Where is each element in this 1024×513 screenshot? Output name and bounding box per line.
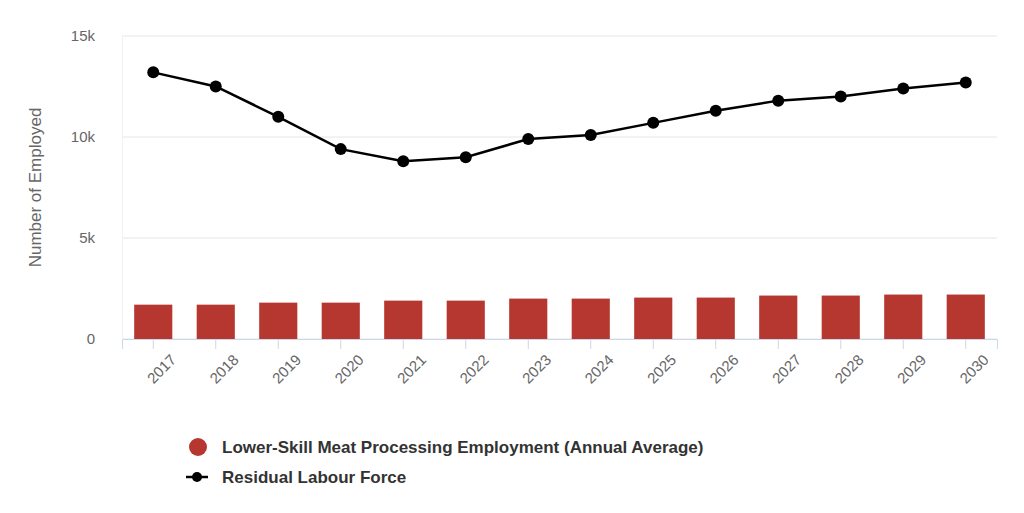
point [585,129,597,141]
x-tick-label: 2027 [769,351,805,387]
bar [259,303,297,339]
x-tick: 2023 [519,339,555,387]
point [710,105,722,117]
point [460,151,472,163]
x-tick: 2028 [831,339,867,387]
x-tick-mark [840,339,841,349]
point [210,81,222,93]
x-tick: 2024 [581,339,617,387]
x-tick-label: 2026 [706,351,742,387]
x-tick: 2021 [394,339,430,387]
bar [634,298,672,339]
plot: 0 5k 10k 15k 2017 2018 2019 2020 2021 2022 2023 202… [71,27,998,386]
x-tick: 2029 [894,339,930,387]
x-tick: 2026 [706,339,742,387]
x-tick-mark [465,339,466,349]
bar [197,305,235,339]
x-tick-mark [715,339,716,349]
x-tick-mark [653,339,654,349]
x-tick-mark [340,339,341,349]
bar [509,299,547,339]
line-series [147,66,972,167]
x-tick-mark [153,339,154,349]
bar [697,298,735,339]
x-tick: 2027 [769,339,805,387]
x-tick-mark [778,339,779,349]
x-axis: 2017 2018 2019 2020 2021 2022 2023 2024 2025 2026… [123,339,998,387]
point [272,111,284,123]
x-tick: 2018 [206,339,242,387]
x-tick-label: 2030 [956,351,992,387]
y-axis: 0 5k 10k 15k [71,27,123,347]
x-tick-label: 2029 [894,351,930,387]
x-tick-label: 2021 [394,351,430,387]
grid [122,36,997,339]
x-tick-label: 2017 [144,351,180,387]
x-tick-mark [903,339,904,349]
bar [447,301,485,339]
bar-series [134,295,985,339]
bar [572,299,610,339]
legend: Lower-Skill Meat Processing Employment (… [186,438,703,487]
x-axis-line [123,340,998,350]
x-tick-label: 2023 [519,351,555,387]
legend-label: Lower-Skill Meat Processing Employment (… [222,438,703,457]
bar [884,295,922,339]
point [397,155,409,167]
x-tick-label: 2025 [644,351,680,387]
line [153,72,966,161]
grid-line [122,36,997,37]
x-tick: 2020 [331,339,367,387]
y-tick-label: 15k [71,27,96,44]
x-tick-label: 2022 [456,351,492,387]
bar [384,301,422,339]
x-tick-mark [528,339,529,349]
legend-marker [192,472,202,482]
x-tick: 2030 [956,339,992,387]
x-tick: 2022 [456,339,492,387]
grid-line [122,238,997,239]
point [897,83,909,95]
bar [822,296,860,339]
bar [947,295,985,339]
legend-label: Residual Labour Force [222,468,406,487]
x-tick-label: 2019 [269,351,305,387]
x-tick: 2019 [269,339,305,387]
x-tick-mark [965,339,966,349]
legend-item[interactable]: Residual Labour Force [186,468,406,487]
x-tick-label: 2024 [581,351,617,387]
y-tick-label: 10k [71,128,96,145]
point [772,95,784,107]
bar [759,296,797,339]
point [960,76,972,88]
x-tick-label: 2018 [206,351,242,387]
point [147,66,159,78]
y-tick-label: 0 [87,330,95,347]
point [335,143,347,155]
bar [322,303,360,339]
y-tick: 15k [71,27,122,44]
y-tick: 0 [87,330,122,347]
x-tick: 2017 [144,339,180,387]
chart: 0 5k 10k 15k 2017 2018 2019 2020 2021 2022 2023 202… [0,0,1024,513]
y-axis-title: Number of Employed [26,108,45,268]
x-tick-mark [215,339,216,349]
x-tick-mark [403,339,404,349]
x-tick-label: 2020 [331,351,367,387]
y-tick: 10k [71,128,122,145]
point [647,117,659,129]
y-axis-line [122,37,123,340]
point [835,91,847,103]
legend-symbol [189,438,207,456]
y-tick-label: 5k [79,229,95,246]
y-tick: 5k [79,229,122,246]
point [522,133,534,145]
marks [134,66,985,339]
x-tick: 2025 [644,339,680,387]
x-tick-mark [590,339,591,349]
x-tick-label: 2028 [831,351,867,387]
legend-item[interactable]: Lower-Skill Meat Processing Employment (… [189,438,703,457]
bar [134,305,172,339]
x-tick-mark [278,339,279,349]
